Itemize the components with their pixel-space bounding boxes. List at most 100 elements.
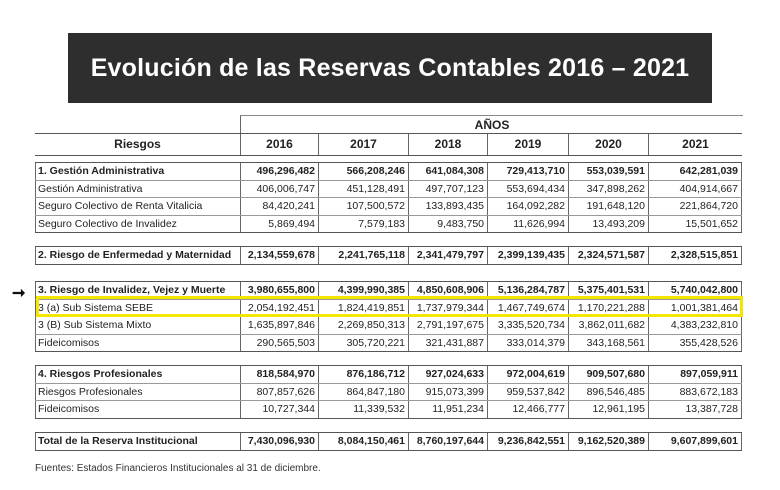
value-cell: 2,269,850,313: [318, 317, 408, 334]
value-cell: 451,128,491: [318, 180, 408, 197]
value-cell: 2,054,192,451: [240, 299, 318, 316]
table-row: Seguro Colectivo de Invalidez 5,869,494 7,…: [35, 215, 742, 232]
table-row: 4. Riesgos Profesionales 818,584,970 876,1…: [35, 366, 742, 384]
value-cell: 2,341,479,797: [408, 247, 487, 264]
value-cell: 7,430,096,930: [240, 433, 318, 450]
table-row: 3 (a) Sub Sistema SEBE 2,054,192,451 1,824…: [35, 299, 742, 317]
value-cell: 133,893,435: [408, 198, 487, 215]
row-label: 3 (B) Sub Sistema Mixto: [35, 317, 240, 334]
value-cell: 11,626,994: [487, 215, 568, 232]
arrow-icon: ➞: [12, 285, 26, 302]
table-row: Fideicomisos 290,565,503 305,720,221 321,43…: [35, 334, 742, 351]
row-label: Seguro Colectivo de Renta Vitalicia: [35, 198, 240, 215]
value-cell: 4,850,608,906: [408, 282, 487, 299]
value-cell: 4,383,232,810: [648, 317, 742, 334]
value-cell: 347,898,262: [568, 180, 648, 197]
year-header: 2019: [487, 134, 568, 155]
value-cell: 1,170,221,288: [568, 299, 648, 316]
value-cell: 553,039,591: [568, 163, 648, 180]
value-cell: 5,740,042,800: [648, 282, 742, 299]
value-cell: 2,791,197,675: [408, 317, 487, 334]
table-row: 1. Gestión Administrativa 496,296,482 566,…: [35, 163, 742, 181]
value-cell: 10,727,344: [240, 401, 318, 418]
table-row: Seguro Colectivo de Renta Vitalicia 84,42…: [35, 198, 742, 216]
value-cell: 2,241,765,118: [318, 247, 408, 264]
year-header: 2017: [318, 134, 408, 155]
value-cell: 221,864,720: [648, 198, 742, 215]
value-cell: 876,186,712: [318, 366, 408, 383]
value-cell: 5,136,284,787: [487, 282, 568, 299]
table-row: Riesgos Profesionales 807,857,626 864,847,…: [35, 383, 742, 401]
table-header: Riesgos 2016 2017 2018 2019 2020 2021: [35, 133, 742, 156]
value-cell: 290,565,503: [240, 334, 318, 351]
value-cell: 12,466,777: [487, 401, 568, 418]
value-cell: 191,648,120: [568, 198, 648, 215]
value-cell: 2,328,515,851: [648, 247, 742, 264]
value-cell: 13,387,728: [648, 401, 742, 418]
value-cell: 11,339,532: [318, 401, 408, 418]
value-cell: 959,537,842: [487, 383, 568, 400]
value-cell: 8,760,197,644: [408, 433, 487, 450]
year-header: 2018: [408, 134, 487, 155]
row-label: 3. Riesgo de Invalidez, Vejez y Muerte: [35, 282, 240, 299]
table-row: 3. Riesgo de Invalidez, Vejez y Muerte 3,…: [35, 282, 742, 300]
value-cell: 909,507,680: [568, 366, 648, 383]
value-cell: 9,162,520,389: [568, 433, 648, 450]
value-cell: 1,467,749,674: [487, 299, 568, 316]
value-cell: 107,500,572: [318, 198, 408, 215]
table-row: 3 (B) Sub Sistema Mixto 1,635,897,846 2,26…: [35, 317, 742, 335]
row-label: Total de la Reserva Institucional: [35, 433, 240, 450]
value-cell: 566,208,246: [318, 163, 408, 180]
value-cell: 972,004,619: [487, 366, 568, 383]
value-cell: 355,428,526: [648, 334, 742, 351]
value-cell: 333,014,379: [487, 334, 568, 351]
value-cell: 9,236,842,551: [487, 433, 568, 450]
value-cell: 3,862,011,682: [568, 317, 648, 334]
value-cell: 321,431,887: [408, 334, 487, 351]
footnote: Fuentes: Estados Financieros Institucion…: [35, 463, 321, 474]
highlight-box: [36, 296, 743, 317]
value-cell: 5,869,494: [240, 215, 318, 232]
value-cell: 13,493,209: [568, 215, 648, 232]
table-row: 2. Riesgo de Enfermedad y Maternidad 2,13…: [35, 247, 742, 264]
value-cell: 2,134,559,678: [240, 247, 318, 264]
row-label: Seguro Colectivo de Invalidez: [35, 215, 240, 232]
value-cell: 9,483,750: [408, 215, 487, 232]
value-cell: 404,914,667: [648, 180, 742, 197]
row-label: 2. Riesgo de Enfermedad y Maternidad: [35, 247, 240, 264]
value-cell: 642,281,039: [648, 163, 742, 180]
row-label: Gestión Administrativa: [35, 180, 240, 197]
value-cell: 84,420,241: [240, 198, 318, 215]
value-cell: 15,501,652: [648, 215, 742, 232]
value-cell: 883,672,183: [648, 383, 742, 400]
year-header: 2021: [648, 134, 742, 155]
row-label: 1. Gestión Administrativa: [35, 163, 240, 180]
value-cell: 406,006,747: [240, 180, 318, 197]
value-cell: 3,980,655,800: [240, 282, 318, 299]
value-cell: 807,857,626: [240, 383, 318, 400]
value-cell: 164,092,282: [487, 198, 568, 215]
table-row: Gestión Administrativa 406,006,747 451,128…: [35, 180, 742, 198]
risk-column-header: Riesgos: [114, 137, 161, 151]
table-group: 2. Riesgo de Enfermedad y Maternidad 2,13…: [35, 246, 742, 265]
value-cell: 896,546,485: [568, 383, 648, 400]
years-group-header: AÑOS: [240, 115, 743, 134]
row-label: Riesgos Profesionales: [35, 383, 240, 400]
value-cell: 8,084,150,461: [318, 433, 408, 450]
row-label: 3 (a) Sub Sistema SEBE: [35, 299, 240, 316]
table-row: Total de la Reserva Institucional 7,430,0…: [35, 433, 742, 450]
value-cell: 12,961,195: [568, 401, 648, 418]
value-cell: 818,584,970: [240, 366, 318, 383]
value-cell: 1,737,979,344: [408, 299, 487, 316]
value-cell: 343,168,561: [568, 334, 648, 351]
page-title: Evolución de las Reservas Contables 2016…: [90, 53, 690, 82]
value-cell: 305,720,221: [318, 334, 408, 351]
value-cell: 1,824,419,851: [318, 299, 408, 316]
title-banner: Evolución de las Reservas Contables 2016…: [68, 33, 712, 103]
value-cell: 497,707,123: [408, 180, 487, 197]
value-cell: 9,607,899,601: [648, 433, 742, 450]
value-cell: 897,059,911: [648, 366, 742, 383]
table-row: Fideicomisos 10,727,344 11,339,532 11,951,2…: [35, 401, 742, 418]
value-cell: 641,084,308: [408, 163, 487, 180]
table-group: Total de la Reserva Institucional 7,430,0…: [35, 432, 742, 451]
